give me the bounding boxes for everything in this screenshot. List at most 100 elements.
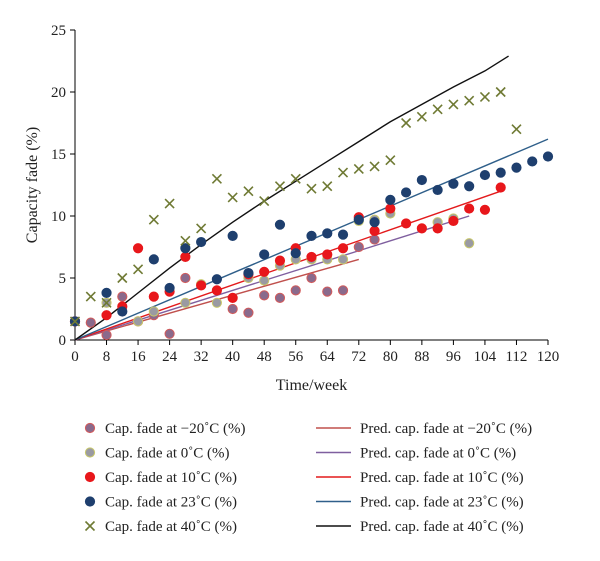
data-point	[416, 174, 427, 186]
data-point-stroke	[337, 167, 349, 178]
data-point-stroke	[416, 111, 427, 122]
data-point	[148, 254, 159, 265]
data-point-x	[180, 235, 191, 246]
legend-marker	[84, 422, 96, 434]
x-tick-label: 64	[320, 349, 336, 365]
legend-marker	[84, 520, 96, 532]
x-tick-label: 112	[505, 349, 527, 365]
data-point-stroke	[432, 104, 443, 115]
legend-item: Pred. cap. fade at 40˚C (%)	[316, 519, 524, 535]
data-point	[227, 303, 238, 315]
x-tick-label: 88	[414, 349, 429, 365]
data-point	[227, 292, 238, 303]
data-point-stroke	[227, 192, 238, 203]
data-point-x	[117, 272, 128, 284]
data-point	[353, 241, 364, 253]
data-point-x	[464, 95, 475, 106]
data-point	[337, 285, 349, 296]
data-point	[243, 307, 254, 318]
data-point	[322, 286, 333, 297]
data-point	[259, 290, 270, 301]
data-point-stroke	[85, 291, 96, 302]
legend-label: Cap. fade at 23˚C (%)	[105, 495, 237, 511]
data-point	[101, 287, 112, 298]
data-point	[132, 243, 144, 254]
data-point-stroke	[511, 124, 522, 135]
data-point	[196, 236, 207, 248]
data-point	[180, 272, 191, 284]
data-point	[148, 306, 159, 317]
data-point-x	[133, 264, 144, 275]
data-point-stroke	[274, 181, 286, 192]
data-point-x	[322, 181, 333, 192]
data-point-stroke	[101, 297, 112, 308]
x-tick-label: 16	[131, 349, 147, 365]
x-tick-label: 104	[474, 349, 497, 365]
legend-item: Cap. fade at 10˚C (%)	[84, 470, 237, 486]
data-point	[259, 249, 270, 260]
data-point-x	[148, 214, 159, 225]
data-point-x	[448, 99, 459, 110]
y-tick-label: 10	[51, 209, 66, 225]
data-point	[274, 255, 286, 266]
data-point	[464, 181, 475, 192]
data-point	[259, 275, 270, 286]
data-point	[353, 214, 364, 225]
data-point-stroke	[464, 95, 475, 106]
legend-item: Cap. fade at −20˚C (%)	[84, 421, 246, 437]
data-point	[211, 285, 222, 296]
data-point	[180, 251, 191, 263]
data-point-x	[353, 163, 364, 174]
data-point	[416, 223, 427, 234]
legend-marker	[84, 496, 96, 507]
data-point	[479, 204, 491, 215]
data-point-x	[369, 161, 380, 172]
data-point-x	[401, 117, 412, 129]
data-point	[432, 184, 443, 196]
data-point	[322, 228, 333, 239]
legend-label: Pred. cap. fade at 23˚C (%)	[360, 495, 524, 511]
data-point	[464, 238, 475, 249]
data-point-x	[164, 198, 175, 209]
x-tick-label: 120	[537, 349, 560, 365]
data-point-x	[306, 183, 317, 194]
data-point-x	[432, 104, 443, 115]
data-point	[495, 182, 506, 193]
data-point-x	[243, 186, 254, 197]
x-tick-label: 32	[194, 349, 209, 365]
legend-item: Pred. cap. fade at 10˚C (%)	[316, 470, 524, 486]
y-tick-label: 5	[59, 271, 67, 287]
data-point-stroke	[133, 264, 144, 275]
legend-item: Pred. cap. fade at 0˚C (%)	[316, 446, 516, 462]
data-point	[180, 243, 191, 254]
data-point-stroke	[353, 163, 364, 174]
x-tick-label: 80	[383, 349, 398, 365]
legend-item: Pred. cap. fade at 23˚C (%)	[316, 495, 524, 511]
x-tick-label: 56	[288, 349, 304, 365]
data-point-x	[385, 155, 396, 166]
data-point-stroke	[164, 198, 175, 209]
data-point	[180, 297, 191, 308]
data-point-stroke	[117, 272, 128, 284]
data-point-x	[85, 291, 96, 302]
data-point-x	[495, 86, 506, 98]
data-point	[290, 248, 301, 259]
data-point	[542, 151, 554, 162]
data-point	[306, 251, 317, 263]
x-tick-label: 24	[162, 349, 178, 365]
data-point	[85, 317, 96, 328]
x-axis-title: Time/week	[276, 377, 347, 394]
y-tick-label: 15	[51, 147, 66, 163]
legend-label: Cap. fade at 10˚C (%)	[105, 470, 237, 486]
data-point	[511, 162, 522, 173]
data-point	[259, 266, 270, 277]
data-point	[448, 178, 459, 189]
data-point	[306, 272, 317, 284]
data-point-x	[479, 91, 490, 103]
data-point-x	[290, 173, 301, 184]
legend-item: Cap. fade at 23˚C (%)	[84, 495, 237, 511]
data-point-x	[101, 297, 112, 308]
data-point	[101, 310, 112, 321]
legend-label: Cap. fade at 0˚C (%)	[105, 446, 230, 462]
